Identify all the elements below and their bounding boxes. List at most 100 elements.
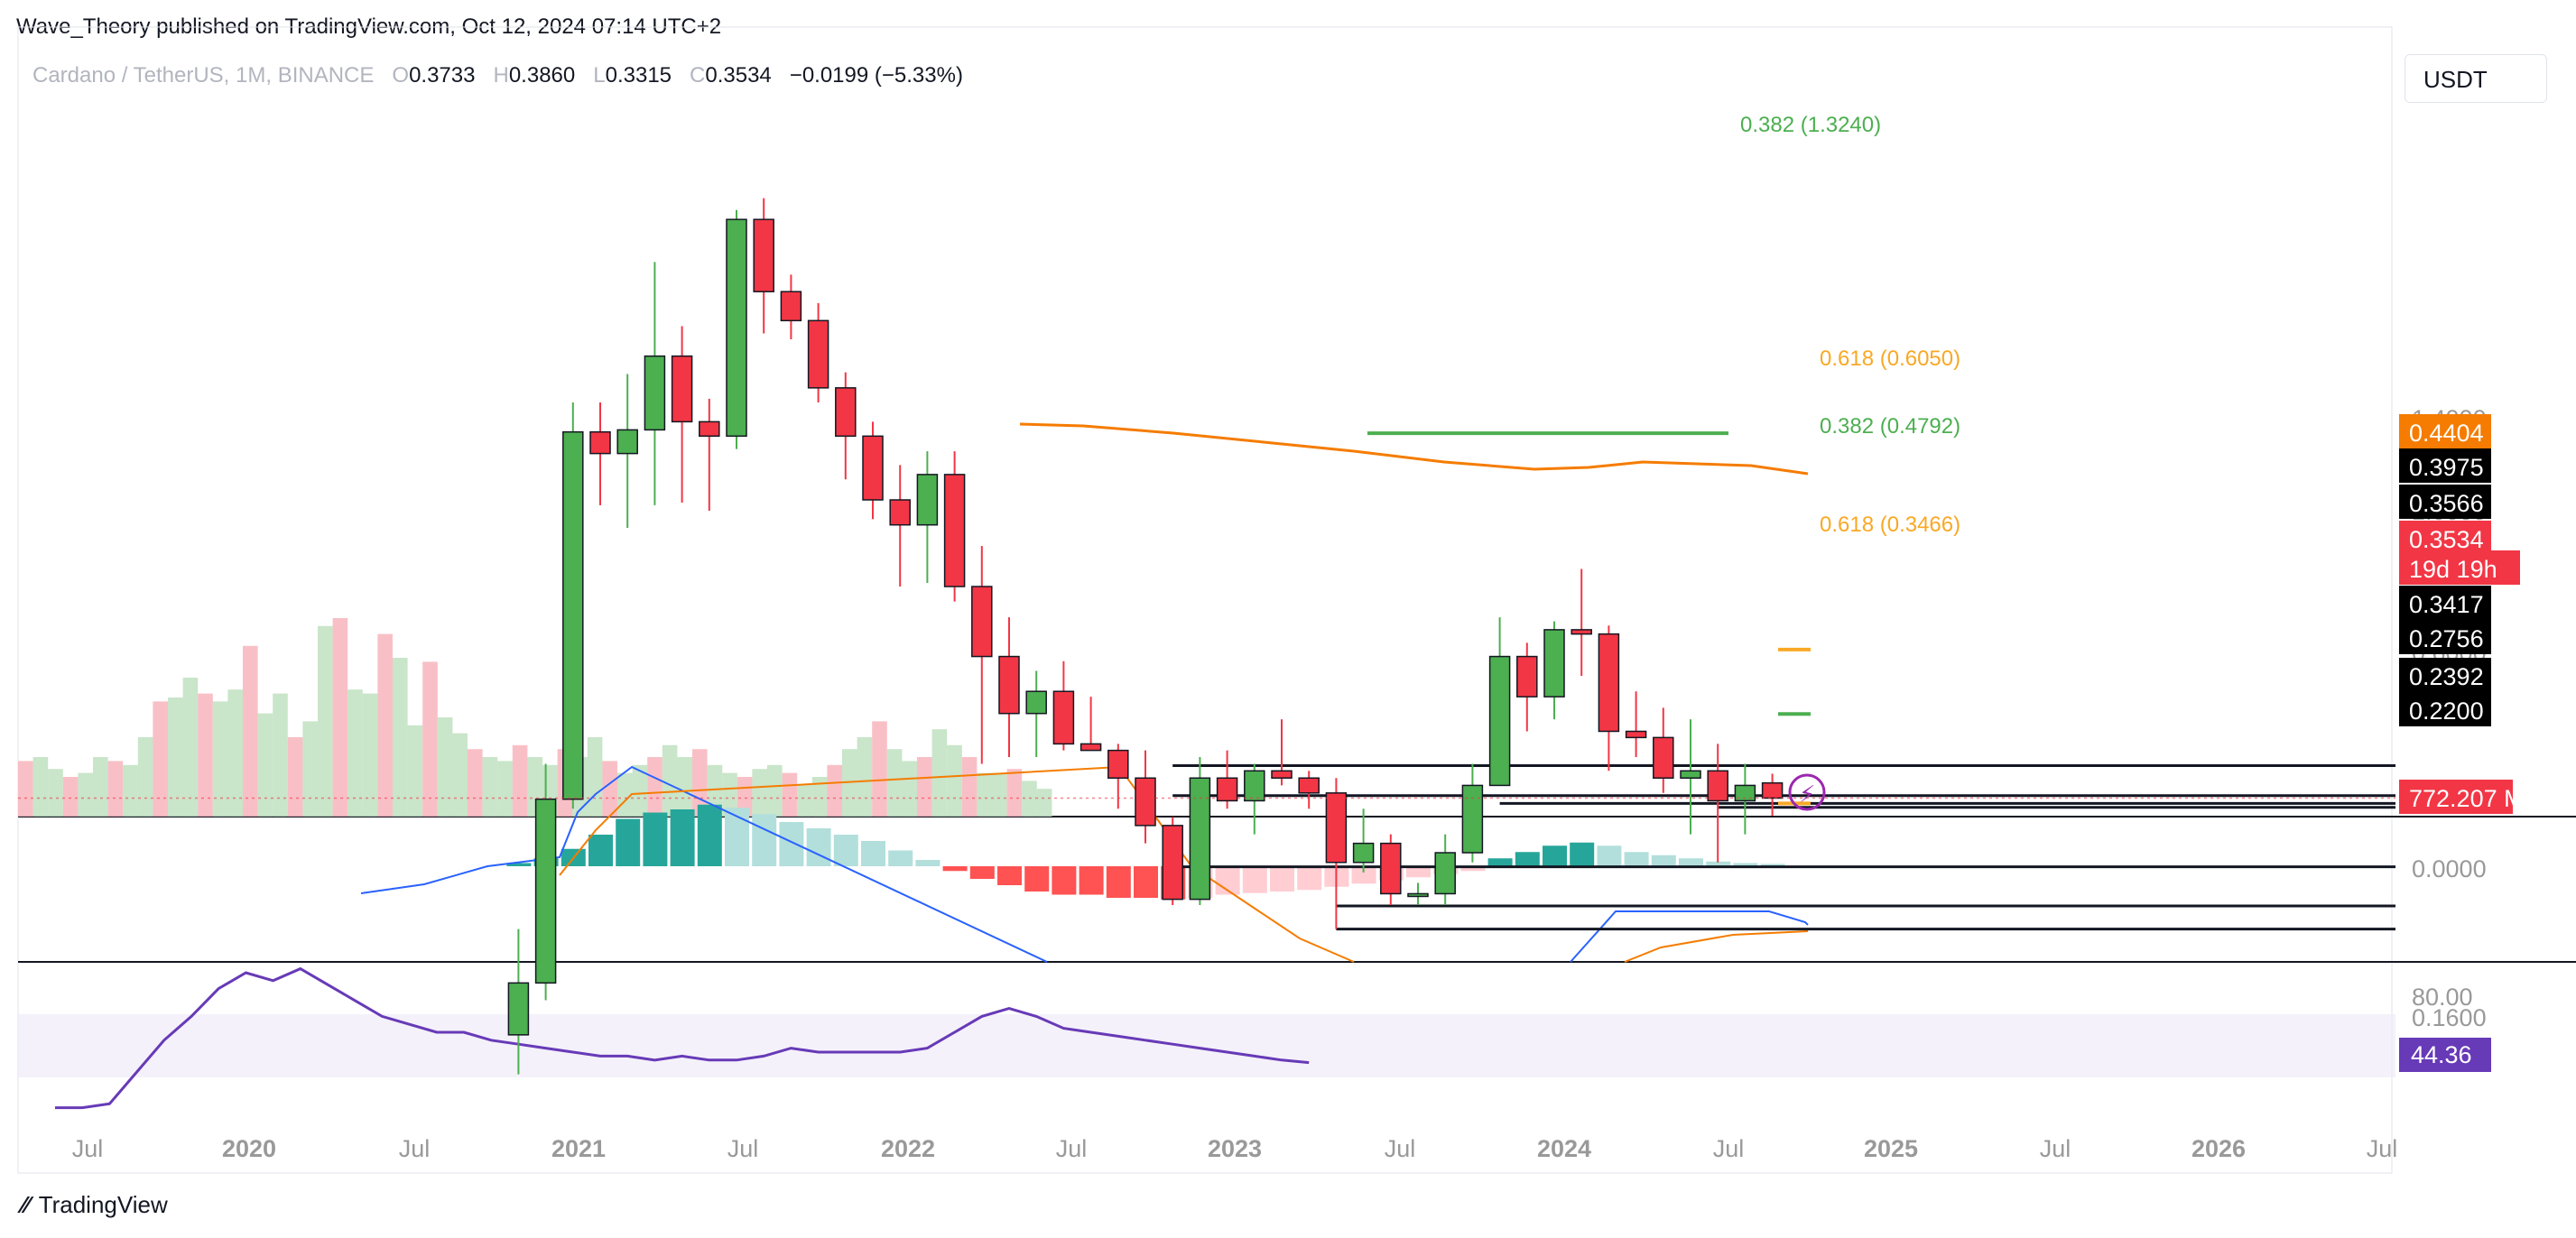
volume-bar — [947, 744, 962, 817]
volume-bar — [78, 772, 93, 817]
candle-body — [562, 430, 584, 800]
rsi-axis-tick: 80.00 — [2412, 984, 2473, 1011]
volume-bar — [992, 772, 1007, 817]
price-badge — [2399, 448, 2491, 483]
candle-body — [1488, 655, 1511, 787]
candle-body — [1271, 770, 1293, 780]
macd-hist-bar — [1515, 852, 1540, 866]
macd-hist-bar — [779, 822, 804, 866]
volume-bar — [468, 749, 483, 817]
symbol-info-bar: Cardano / TetherUS, 1M, BINANCE O0.3733 … — [32, 63, 963, 88]
volume-bar — [931, 729, 948, 817]
volume-bar — [168, 698, 183, 817]
macd-hist-bar — [616, 818, 641, 866]
macd-hist-bar — [1679, 858, 1703, 866]
chart-frame — [17, 26, 2393, 1174]
candle-body — [644, 355, 666, 431]
macd-hist-bar — [1597, 845, 1622, 866]
macd-hist-bar — [1651, 855, 1676, 866]
candle-body — [589, 430, 611, 455]
volume-bar — [227, 689, 243, 817]
candle-body — [1761, 781, 1784, 799]
volume-bar — [842, 749, 857, 817]
ohlc-open-label: O — [392, 63, 410, 88]
time-axis-label: Jul — [399, 1135, 431, 1162]
volume-bar — [917, 757, 932, 817]
candle-body — [1325, 792, 1348, 864]
macd-hist-bar — [1570, 842, 1595, 866]
macd-hist-bar — [697, 804, 722, 866]
time-axis-label: 2024 — [1537, 1135, 1591, 1162]
rsi-value-label: 44.36 — [2411, 1041, 2472, 1068]
volume-bar — [318, 625, 333, 817]
macd-hist-bar — [1487, 858, 1513, 866]
currency-selector[interactable]: USDT — [2405, 54, 2547, 103]
macd-hist-bar — [506, 863, 532, 866]
candle-body — [1543, 629, 1565, 698]
volume-bar — [872, 721, 887, 817]
volume-bar — [677, 757, 692, 817]
candle-body — [862, 435, 884, 501]
macd-hist-bar — [1106, 866, 1131, 898]
fib-level-label: 0.618 (0.3466) — [1820, 513, 1960, 537]
candle-body — [1707, 770, 1728, 802]
time-axis-label: Jul — [72, 1135, 104, 1162]
volume-bar — [961, 757, 978, 817]
candle-body — [1680, 770, 1701, 780]
price-axis-tick: 0.1600 — [2412, 1004, 2487, 1031]
candle-body — [1571, 629, 1592, 635]
time-axis-label: Jul — [1385, 1135, 1416, 1162]
volume-bar — [512, 744, 528, 817]
volume-bar — [1006, 769, 1023, 817]
volume-bar — [587, 737, 603, 817]
volume-bar — [48, 769, 63, 817]
price-badge — [2399, 780, 2513, 814]
ohlc-high-label: H — [493, 63, 509, 88]
candle-body — [943, 474, 966, 587]
volume-bar — [62, 777, 79, 817]
ohlc-high: 0.3860 — [508, 63, 576, 88]
volume-bar — [107, 761, 124, 817]
macd-hist-bar — [997, 866, 1022, 885]
candle-body — [1052, 690, 1075, 745]
price-badge-label: 0.2392 — [2409, 663, 2484, 690]
time-axis-label: Jul — [2040, 1135, 2071, 1162]
time-axis-label: 2026 — [2191, 1135, 2246, 1162]
macd-hist-bar — [806, 828, 831, 866]
symbol-text[interactable]: Cardano / TetherUS, 1M, BINANCE — [32, 63, 375, 88]
volume-bar — [482, 757, 498, 817]
volume-bar — [662, 744, 678, 817]
volume-bar — [647, 757, 663, 817]
macd-hist-bar — [1297, 866, 1322, 891]
candle-body — [671, 355, 693, 423]
price-badge-label: 772.207 M — [2409, 785, 2525, 812]
macd-hist-bar — [1079, 866, 1104, 895]
ohlc-open: 0.3733 — [409, 63, 476, 88]
price-badge — [2399, 620, 2491, 654]
rsi-line — [55, 966, 1310, 1110]
volume-bar — [257, 713, 273, 817]
candle-body — [1598, 633, 1620, 733]
candle-body — [1025, 690, 1047, 715]
volume-bar — [287, 737, 303, 817]
candle-body — [1189, 777, 1211, 901]
ohlc-close-label: C — [690, 63, 706, 88]
macd-hist-bar — [1351, 866, 1376, 884]
macd-hist-bar — [1543, 845, 1567, 866]
candle-body — [1135, 777, 1156, 827]
macd-hist-bar — [833, 835, 858, 866]
footer-brand[interactable]: ⁄∕ TradingView — [22, 1191, 168, 1219]
candle-body — [1107, 749, 1129, 780]
volume-bar — [182, 678, 199, 817]
candle-body — [1380, 842, 1402, 895]
footer-brand-text: TradingView — [38, 1191, 168, 1218]
macd-hist-bar — [915, 860, 941, 866]
price-badge — [2399, 658, 2491, 692]
volume-bar — [18, 761, 33, 817]
macd-hist-bar — [1024, 866, 1050, 892]
volume-bar — [422, 661, 438, 817]
tradingview-logo-icon: ⁄∕ — [22, 1191, 30, 1218]
macd-hist-bar — [588, 835, 613, 866]
volume-bar — [722, 772, 737, 817]
